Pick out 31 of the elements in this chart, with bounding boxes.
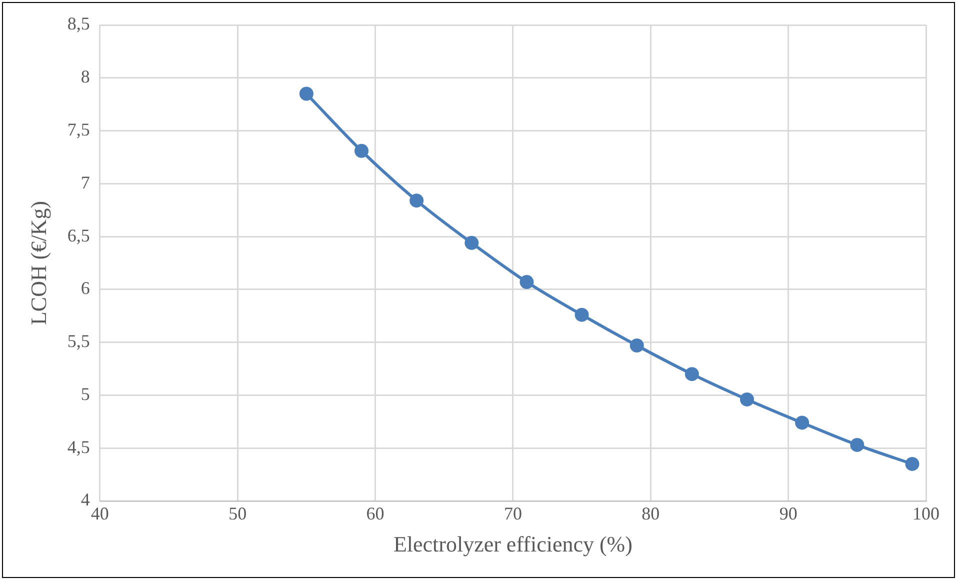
point bbox=[299, 86, 314, 101]
y-tick-label: 7 bbox=[80, 172, 90, 192]
x-tick-label: 60 bbox=[366, 504, 384, 524]
y-tick-label: 4,5 bbox=[67, 436, 90, 457]
x-tick-label: 50 bbox=[228, 504, 247, 524]
x-tick-label: 100 bbox=[912, 504, 940, 524]
x-tick-label: 90 bbox=[779, 504, 798, 524]
y-tick-label: 7,5 bbox=[67, 120, 90, 140]
point bbox=[464, 236, 479, 250]
y-tick-label: 6,5 bbox=[67, 225, 90, 246]
point bbox=[905, 456, 920, 471]
y-tick-label: 4 bbox=[80, 490, 90, 510]
point bbox=[630, 338, 644, 353]
point bbox=[795, 416, 810, 430]
point bbox=[410, 194, 424, 208]
y-tick-label: 5,5 bbox=[67, 331, 90, 352]
x-tick-label: 70 bbox=[504, 504, 522, 524]
y-tick-label: 5 bbox=[80, 384, 90, 404]
point bbox=[574, 308, 589, 322]
point bbox=[740, 392, 754, 406]
y-tick-label: 8 bbox=[80, 66, 90, 87]
point bbox=[520, 275, 534, 290]
y-tick-label: 8,5 bbox=[67, 14, 90, 34]
y-axis-title: LCOH (€/Kg) bbox=[26, 200, 51, 326]
y-tick-label: 6 bbox=[80, 278, 90, 298]
x-tick-label: 40 bbox=[90, 504, 109, 524]
point bbox=[354, 144, 368, 158]
point bbox=[850, 438, 864, 452]
x-axis-title: Electrolyzer efficiency (%) bbox=[393, 532, 632, 557]
point bbox=[684, 367, 699, 382]
x-tick-label: 80 bbox=[642, 504, 660, 524]
